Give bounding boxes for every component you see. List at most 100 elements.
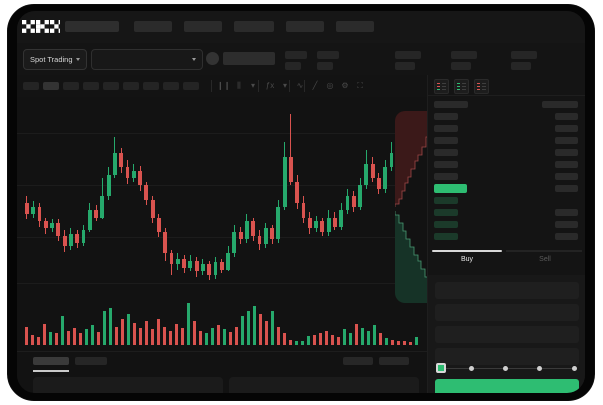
line-tool-icon[interactable]: ∿ <box>296 81 304 90</box>
orderbook-row-left[interactable] <box>434 173 458 180</box>
nav-search-field[interactable] <box>65 21 119 32</box>
amount-field[interactable] <box>435 326 579 343</box>
pencil-draw-icon[interactable]: ╱ <box>312 81 318 90</box>
spot-trading-selector[interactable]: Spot Trading <box>23 49 87 70</box>
orderbook-both-icon[interactable] <box>434 79 449 94</box>
timeframe-button-3[interactable] <box>83 82 99 90</box>
timeframe-button-4[interactable] <box>103 82 119 90</box>
nav-item-1[interactable] <box>134 21 172 32</box>
timeframe-button-8[interactable] <box>183 82 199 90</box>
timeframe-button-6[interactable] <box>143 82 159 90</box>
volume-bar <box>109 308 113 345</box>
volume-bar <box>253 305 257 345</box>
timeframe-button-1[interactable] <box>43 82 59 90</box>
spot-trading-label: Spot Trading <box>30 55 73 64</box>
orderbook-row-right[interactable] <box>555 173 578 180</box>
timeframe-button-2[interactable] <box>63 82 79 90</box>
tab-order-history[interactable] <box>75 357 107 365</box>
orderbook-row-left[interactable] <box>434 113 458 120</box>
candle-body <box>37 206 42 222</box>
depth-chart-overlay[interactable] <box>395 111 427 303</box>
slider-handle[interactable] <box>436 363 446 373</box>
orderbook-row-left[interactable] <box>434 149 458 156</box>
nav-item-3[interactable] <box>234 21 274 32</box>
fullscreen-icon[interactable]: ⛶ <box>357 81 363 90</box>
nav-item-2[interactable] <box>184 21 222 32</box>
tab-sell[interactable]: Sell <box>539 256 551 263</box>
orderbook-row-right[interactable] <box>542 101 578 108</box>
tab-open-orders[interactable] <box>33 357 69 365</box>
volume-bar <box>337 337 341 345</box>
orderbook-row-right[interactable] <box>555 233 578 240</box>
candle-body <box>175 258 180 265</box>
price-chart[interactable] <box>17 97 427 351</box>
orderbook-row-left[interactable] <box>434 101 468 108</box>
candle-body <box>87 210 92 231</box>
volume-bar <box>37 337 41 345</box>
orders-action-1[interactable] <box>343 357 373 365</box>
ticker-stat-3 <box>395 51 421 59</box>
place-buy-order-button[interactable] <box>435 379 579 393</box>
orderbook-row-right[interactable] <box>555 125 578 132</box>
orderbook-row-left[interactable] <box>434 197 458 204</box>
volume-bar <box>319 333 323 345</box>
toolbar-divider-0 <box>211 80 212 92</box>
orderbook-row-left[interactable] <box>434 137 458 144</box>
timeframe-button-0[interactable] <box>23 82 39 90</box>
orderbook-row-right[interactable] <box>555 137 578 144</box>
orderbook-row-right[interactable] <box>555 221 578 228</box>
orderbook-row-left[interactable] <box>434 209 458 216</box>
nav-item-4[interactable] <box>286 21 324 32</box>
orders-action-2[interactable] <box>379 357 409 365</box>
orderbook-panel: Buy Sell <box>427 75 585 393</box>
volume-bar <box>25 326 29 345</box>
chart-style-icon[interactable]: ⫼ <box>237 81 241 90</box>
volume-bar <box>121 318 125 345</box>
orderbook-asks-icon[interactable] <box>474 79 489 94</box>
candle-body <box>345 196 350 211</box>
open-orders-panel[interactable] <box>33 377 223 393</box>
slider-node-25[interactable] <box>469 365 474 371</box>
candlestick-type-icon[interactable]: ❙❙ <box>217 81 231 90</box>
order-history-panel[interactable] <box>229 377 419 393</box>
magnet-icon[interactable]: ◎ <box>326 81 334 90</box>
orderbook-row-right[interactable] <box>555 209 578 216</box>
candle-body <box>31 206 36 214</box>
slider-node-50[interactable] <box>503 365 508 371</box>
candle-body <box>138 171 143 186</box>
slider-node-100[interactable] <box>572 365 577 371</box>
orderbook-last-price-row[interactable] <box>434 184 467 193</box>
style-dropdown-icon[interactable]: ▾ <box>250 81 255 90</box>
order-type-field[interactable] <box>435 282 579 299</box>
orderbook-row-left[interactable] <box>434 161 458 168</box>
candle-body <box>370 163 375 179</box>
orderbook-row-left[interactable] <box>434 233 458 240</box>
orderbook-row-left[interactable] <box>434 125 458 132</box>
orderbook-row-right[interactable] <box>555 113 578 120</box>
volume-bar <box>361 327 365 345</box>
indicators-icon[interactable]: ƒx <box>265 81 275 90</box>
orderbook-row-right[interactable] <box>555 161 578 168</box>
slider-node-75[interactable] <box>537 365 542 371</box>
orderbook-row-right[interactable] <box>555 185 578 192</box>
trading-pair-selector[interactable] <box>91 49 203 70</box>
volume-bar <box>397 341 401 345</box>
price-field[interactable] <box>435 304 579 321</box>
orderbook-row-left[interactable] <box>434 221 458 228</box>
candle-body <box>182 258 187 268</box>
candle-body <box>364 163 369 186</box>
volume-bar <box>199 330 203 345</box>
orderbook-row-right[interactable] <box>555 149 578 156</box>
indicators-dropdown-icon[interactable]: ▾ <box>282 81 287 90</box>
timeframe-button-5[interactable] <box>123 82 139 90</box>
tab-buy[interactable]: Buy <box>460 256 474 263</box>
orderbook-bids-icon[interactable] <box>454 79 469 94</box>
timeframe-button-7[interactable] <box>163 82 179 90</box>
okx-logo-icon[interactable] <box>22 20 60 33</box>
settings-gear-icon[interactable]: ⚙ <box>341 81 349 90</box>
nav-item-5[interactable] <box>336 21 374 32</box>
orderbook-divider <box>428 95 585 96</box>
amount-slider[interactable] <box>436 363 579 373</box>
total-field[interactable] <box>435 348 579 365</box>
candle-body <box>113 153 117 175</box>
